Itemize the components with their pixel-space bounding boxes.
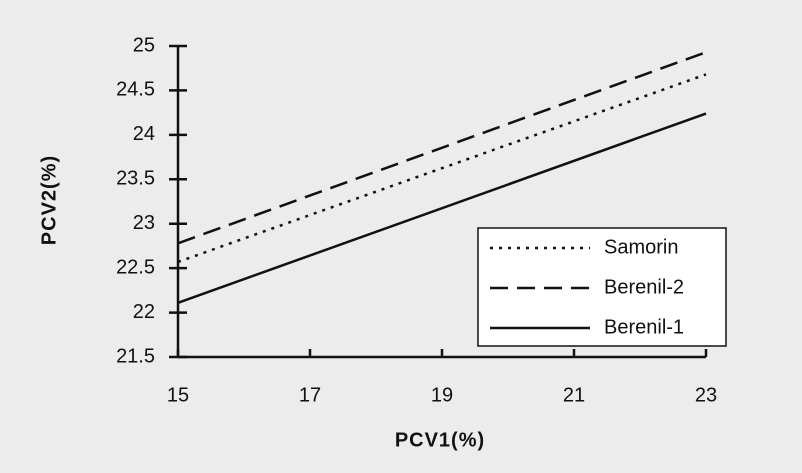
- x-tick-label: 15: [167, 384, 189, 406]
- x-tick-label: 21: [563, 384, 585, 406]
- legend-label: Samorin: [604, 236, 678, 258]
- legend-label: Berenil-1: [604, 316, 684, 338]
- y-tick-label: 24: [133, 123, 155, 145]
- x-tick-label: 17: [299, 384, 321, 406]
- x-axis-title: PCV1(%): [395, 429, 485, 451]
- x-tick-label: 19: [431, 384, 453, 406]
- series-line: [177, 51, 707, 245]
- y-tick-label: 22.5: [116, 256, 155, 278]
- y-tick-label: 23: [133, 212, 155, 234]
- series-line: [177, 112, 707, 304]
- y-tick-label: 22: [133, 301, 155, 323]
- x-tick-label: 23: [695, 384, 717, 406]
- y-tick-label: 23.5: [116, 168, 155, 190]
- y-tick-label: 25: [133, 34, 155, 56]
- legend-label: Berenil-2: [604, 276, 684, 298]
- series-line: [177, 73, 707, 264]
- y-tick-label: 24.5: [116, 79, 155, 101]
- y-tick-label: 21.5: [116, 345, 155, 367]
- y-axis-title: PCV2(%): [38, 155, 60, 245]
